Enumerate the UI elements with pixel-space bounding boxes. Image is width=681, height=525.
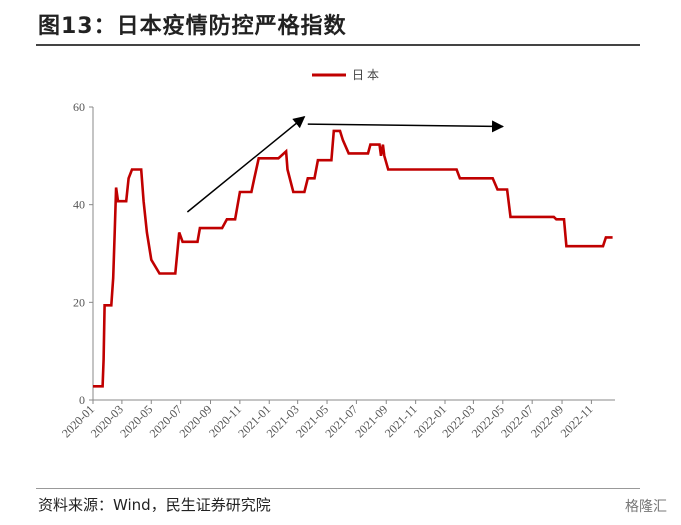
source-note: 资料来源：Wind，民生证券研究院 bbox=[38, 496, 271, 514]
chart-title: 图13：日本疫情防控严格指数 bbox=[38, 14, 347, 39]
source-divider bbox=[36, 488, 640, 489]
x-tick-label: 2021-07 bbox=[322, 402, 360, 440]
x-tick-label: 2022-11 bbox=[558, 402, 596, 440]
y-tick-label: 40 bbox=[73, 198, 85, 212]
x-tick-label: 2020-09 bbox=[176, 402, 214, 440]
y-tick-label: 20 bbox=[73, 295, 85, 309]
x-tick-label: 2020-07 bbox=[147, 402, 185, 440]
trend-arrow bbox=[307, 120, 504, 133]
x-tick-label: 2022-09 bbox=[528, 402, 566, 440]
x-tick-label: 2021-09 bbox=[352, 402, 390, 440]
y-tick-label: 60 bbox=[73, 100, 85, 114]
series-line bbox=[93, 129, 613, 388]
legend-label: 日本 bbox=[352, 68, 382, 82]
trend-arrow bbox=[186, 116, 306, 213]
watermark: 格隆汇 bbox=[625, 499, 667, 515]
x-tick-label: 2022-07 bbox=[498, 402, 536, 440]
y-tick-label: 0 bbox=[79, 393, 85, 407]
title-divider bbox=[36, 44, 640, 46]
